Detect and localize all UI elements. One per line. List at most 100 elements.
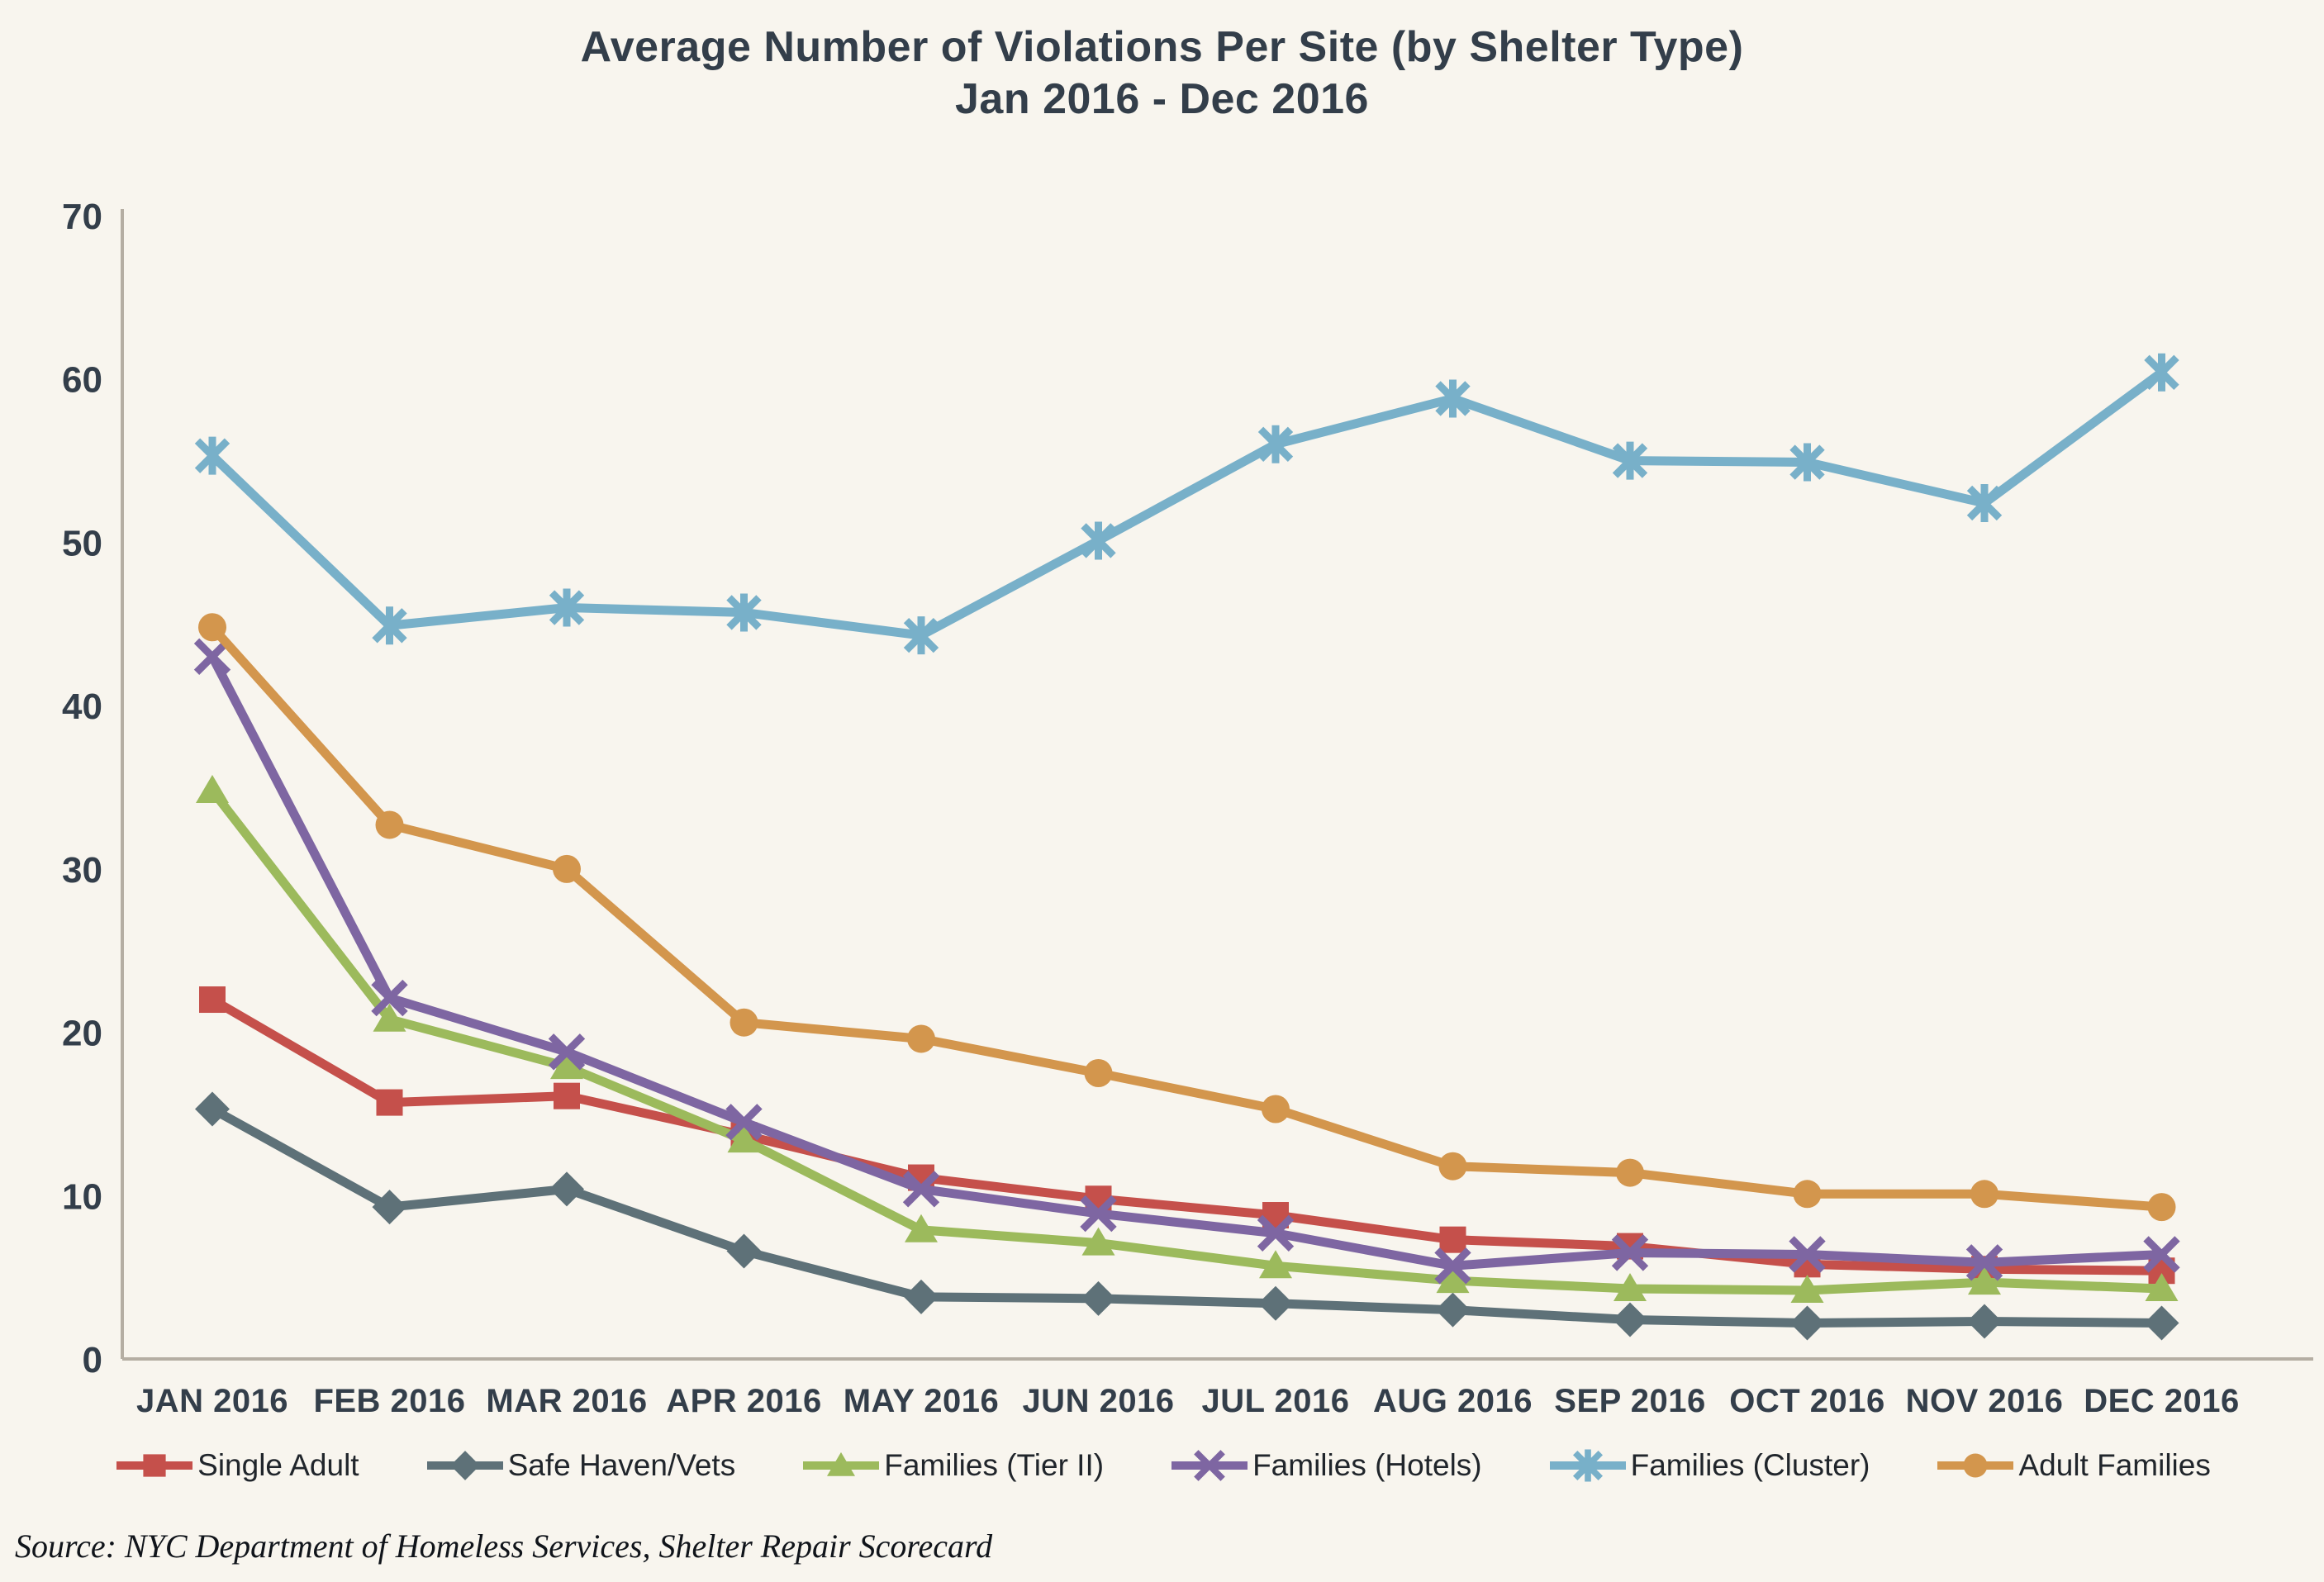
legend-label: Single Adult [197, 1448, 359, 1482]
diamond-legend-swatch [426, 1451, 503, 1480]
triangle-marker [1081, 1227, 1115, 1256]
asterisk-marker [372, 606, 407, 645]
square-marker [199, 986, 226, 1014]
series-line-single-adult [210, 995, 2162, 1276]
triangle-marker [827, 1451, 856, 1476]
x-marker [2143, 1236, 2180, 1273]
diamond-marker [904, 1279, 939, 1314]
series-line-adult-families [208, 624, 2162, 1212]
x-tick-label: MAR 2016 [486, 1383, 647, 1419]
legend-label: Safe Haven/Vets [507, 1448, 736, 1482]
square-marker [143, 1454, 166, 1477]
asterisk-marker [1966, 483, 2003, 522]
x-marker [193, 638, 231, 676]
asterisk-marker [726, 593, 762, 632]
x-marker [725, 1104, 763, 1141]
asterisk-marker [903, 616, 939, 655]
source-citation: Source: NYC Department of Homeless Servi… [15, 1527, 993, 1565]
asterisk-marker [549, 588, 585, 627]
y-tick-label: 30 [62, 850, 102, 891]
series-line-families-hotels- [208, 654, 2162, 1271]
x-tick-label: NOV 2016 [1906, 1383, 2064, 1419]
circle-marker [1084, 1059, 1113, 1087]
circle-marker [1970, 1180, 1998, 1209]
circle-marker [1262, 1095, 1290, 1124]
asterisk-marker [1572, 1449, 1603, 1482]
triangle-marker [1790, 1274, 1824, 1303]
x-marker [1194, 1450, 1225, 1481]
y-tick-label: 60 [62, 360, 102, 401]
y-tick-label: 20 [62, 1014, 102, 1054]
y-tick-label: 50 [62, 523, 102, 563]
triangle-marker [727, 1124, 761, 1153]
x-marker [371, 979, 408, 1017]
triangle-marker [1613, 1272, 1647, 1301]
triangle-marker [196, 774, 229, 803]
chart-subtitle: Jan 2016 - Dec 2016 [955, 75, 1369, 124]
circle-marker [198, 613, 226, 642]
legend-label: Families (Hotels) [1252, 1448, 1482, 1482]
asterisk-marker [1435, 379, 1471, 418]
asterisk-marker [1257, 425, 1294, 463]
x-tick-label: FEB 2016 [313, 1383, 465, 1419]
legend-item-adult-families: Adult Families [1934, 1447, 2211, 1484]
diamond-marker [1435, 1292, 1471, 1328]
diamond-marker [372, 1190, 407, 1225]
triangle-legend-swatch [803, 1451, 880, 1476]
series-line-families-cluster- [209, 368, 2165, 640]
circle-marker [907, 1024, 935, 1053]
asterisk-marker [1612, 441, 1648, 480]
circle-marker [730, 1008, 758, 1037]
chart-title: Average Number of Violations Per Site (b… [580, 23, 1744, 71]
legend-label: Adult Families [2018, 1448, 2211, 1482]
diamond-marker [1613, 1302, 1647, 1337]
asterisk-marker [194, 436, 230, 475]
circle-marker [1964, 1453, 1988, 1478]
series-line-safe-haven-vets [210, 1105, 2162, 1328]
x-tick-label: JAN 2016 [136, 1383, 288, 1419]
asterisk-legend-swatch [1549, 1449, 1626, 1482]
x-marker [1434, 1247, 1471, 1285]
triangle-marker [373, 1003, 406, 1032]
x-tick-label: MAY 2016 [844, 1383, 1000, 1419]
y-tick-label: 70 [62, 197, 102, 237]
x-tick-label: APR 2016 [666, 1383, 822, 1419]
legend-item-families-cluster-: Families (Cluster) [1547, 1447, 1870, 1484]
diamond-marker [449, 1451, 480, 1480]
legend-item-families-hotels-: Families (Hotels) [1168, 1447, 1482, 1484]
asterisk-marker [2144, 353, 2179, 392]
chart-title-block: Average Number of Violations Per Site (b… [0, 21, 2324, 126]
x-marker [1257, 1214, 1295, 1252]
x-tick-label: DEC 2016 [2084, 1383, 2240, 1419]
circle-marker [2147, 1193, 2176, 1222]
x-legend-swatch [1172, 1450, 1248, 1481]
square-marker [554, 1082, 580, 1109]
triangle-marker [905, 1214, 938, 1242]
x-marker [1080, 1195, 1117, 1233]
y-tick-label: 0 [83, 1340, 102, 1380]
x-marker [1965, 1244, 2003, 1281]
diamond-marker [549, 1171, 584, 1207]
x-tick-label: SEP 2016 [1554, 1383, 1705, 1419]
x-marker [548, 1033, 586, 1071]
diamond-marker [195, 1091, 230, 1127]
circle-marker [553, 854, 581, 883]
chart-legend: Single Adult Safe Haven/Vets Families (Tie… [0, 1447, 2324, 1484]
diamond-marker [1967, 1304, 2002, 1339]
square-legend-swatch [116, 1454, 193, 1477]
diamond-marker [726, 1233, 762, 1269]
circle-marker [1793, 1180, 1822, 1209]
diamond-marker [1789, 1305, 1825, 1341]
square-marker [1439, 1226, 1466, 1253]
y-tick-label: 10 [62, 1176, 102, 1217]
asterisk-marker [1789, 443, 1825, 482]
series-line-families-tier-ii- [208, 787, 2162, 1295]
asterisk-marker [1081, 521, 1116, 560]
legend-item-single-adult: Single Adult [113, 1447, 359, 1484]
legend-item-families-tier-ii-: Families (Tier II) [800, 1447, 1104, 1484]
x-tick-label: JUL 2016 [1202, 1383, 1350, 1419]
diamond-marker [1258, 1285, 1293, 1321]
x-tick-label: OCT 2016 [1729, 1383, 1885, 1419]
